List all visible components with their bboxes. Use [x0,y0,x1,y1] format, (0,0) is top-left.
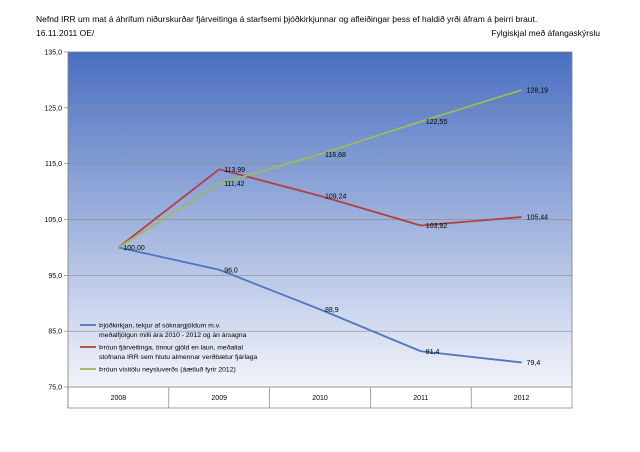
data-label: 100,00 [123,245,145,252]
series-lines [117,89,522,364]
y-axis-ticks: 75,0 85,0 95,0 105,0 115,0 125,0 135,0 [44,50,68,392]
data-label: 128,19 [527,88,549,95]
page-title: Nefnd IRR um mat á áhrifum niðurskurðar … [36,14,538,24]
gridlines [68,107,572,332]
series-line-2 [117,168,522,249]
legend-label: stofnana IRR sem hlutu almennar verðbætu… [99,353,258,361]
data-label: 113,99 [224,167,245,174]
legend-label: Þróun vísitölu neysluverðs (áætluð fyrir… [99,366,236,374]
x-tick-label: 2012 [514,395,530,402]
data-label: 116,68 [325,152,346,159]
y-tick-label: 75,0 [48,385,62,392]
x-tick-label: 2009 [211,395,227,402]
data-label: 122,55 [426,119,448,126]
data-label: 109,24 [325,193,347,200]
y-tick-label: 115,0 [45,161,62,168]
legend-label: Þjóðkirkjan, tekjur af sóknargjöldum m.v… [99,322,221,330]
data-label: 111,42 [224,181,244,188]
data-label: 103,92 [426,223,448,230]
legend-label: Þróun fjárveitinga, önnur gjöld en laun,… [99,344,243,352]
y-tick-label: 135,0 [44,50,62,57]
data-label: 88,9 [325,307,339,314]
data-label: 79,4 [527,360,541,367]
x-tick-label: 2010 [312,395,328,402]
attachment-note: Fylgiskjal með áfangaskýrslu [491,28,600,38]
x-tick-label: 2008 [111,395,127,402]
x-tick-label: 2011 [413,395,428,402]
y-tick-label: 95,0 [48,273,62,280]
series-line-3 [117,89,522,249]
series-line-1 [118,246,522,364]
x-axis: 2008 2009 2010 2011 2012 [67,387,573,409]
date-text: 16.11.2011 OE/ [36,28,95,38]
y-tick-label: 125,0 [44,105,62,112]
data-label: 81,4 [426,349,440,356]
data-label: 105,44 [527,215,549,222]
data-labels: 100,00 96,0 88,9 81,4 79,4 113,99 109,24 103,92… [123,88,548,367]
data-label: 96,0 [224,267,238,274]
y-tick-label: 85,0 [48,329,62,336]
y-tick-label: 105,0 [44,217,62,224]
legend: Þjóðkirkjan, tekjur af sóknargjöldum m.v… [80,322,258,374]
legend-label: meðalfjölgun milli ára 2010 - 2012 og án… [99,331,247,339]
